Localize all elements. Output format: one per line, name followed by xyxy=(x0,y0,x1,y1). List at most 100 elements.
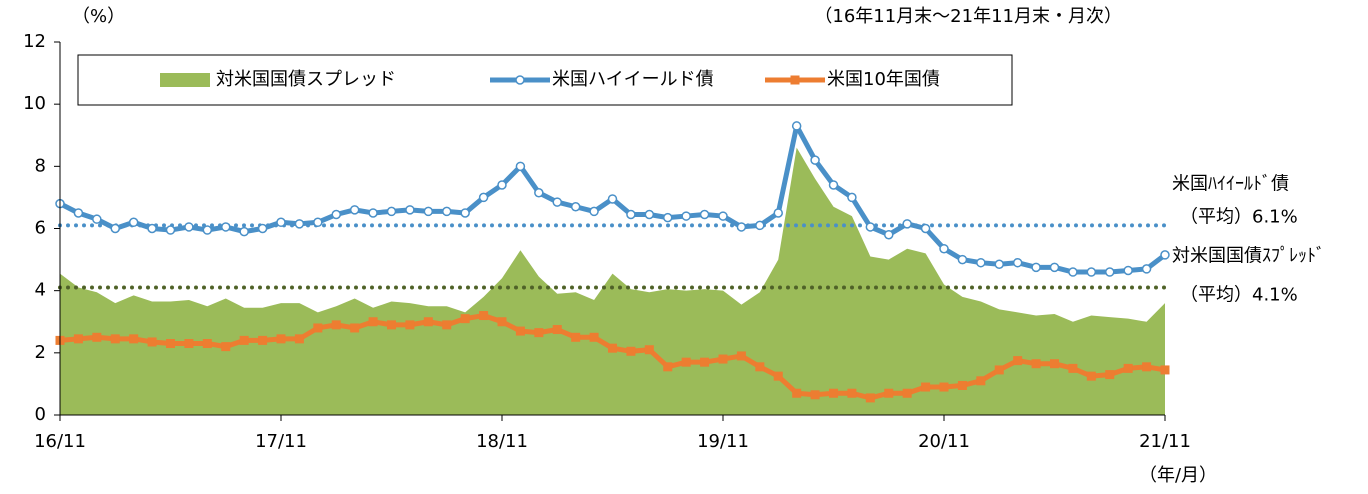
point xyxy=(534,328,544,338)
point xyxy=(110,223,120,234)
y-tick-label: 2 xyxy=(35,342,46,363)
x-tick-label: 20/11 xyxy=(918,431,970,452)
point xyxy=(571,332,581,342)
point xyxy=(589,206,599,217)
point xyxy=(368,208,378,218)
point xyxy=(884,388,894,398)
point xyxy=(147,337,157,347)
x-tick-label: 18/11 xyxy=(476,431,528,452)
point xyxy=(607,194,618,204)
point xyxy=(810,390,820,400)
spread-area xyxy=(60,147,1165,415)
subtitle: （16年11月末～21年11月末・月次） xyxy=(814,6,1122,27)
point xyxy=(773,371,783,381)
point xyxy=(791,121,802,131)
point xyxy=(699,209,710,220)
point xyxy=(313,323,323,333)
point xyxy=(258,335,268,345)
point xyxy=(920,223,931,234)
point xyxy=(681,357,691,367)
point xyxy=(73,334,83,344)
line-layer xyxy=(55,121,1170,403)
point xyxy=(1105,267,1115,277)
point xyxy=(294,334,304,344)
point xyxy=(184,222,194,232)
point xyxy=(736,222,747,232)
point xyxy=(331,209,341,220)
point xyxy=(921,382,931,392)
point xyxy=(221,222,231,232)
point xyxy=(976,257,986,268)
point xyxy=(331,320,341,330)
y-tick-label: 8 xyxy=(35,155,46,176)
legend-label: 米国ハイイールド債 xyxy=(552,69,714,90)
point xyxy=(865,393,875,403)
point xyxy=(552,325,562,335)
point xyxy=(552,197,562,207)
point xyxy=(92,332,102,342)
x-tick-label: 21/11 xyxy=(1139,431,1191,452)
point xyxy=(865,222,876,232)
point xyxy=(386,206,397,217)
point xyxy=(902,388,912,398)
point xyxy=(110,334,120,344)
point xyxy=(1123,363,1133,373)
point xyxy=(957,380,967,390)
point xyxy=(73,208,84,218)
point xyxy=(1160,365,1170,375)
point xyxy=(1068,267,1078,277)
point xyxy=(939,243,949,254)
point xyxy=(957,254,968,265)
point xyxy=(773,208,783,218)
point xyxy=(1031,359,1041,369)
point xyxy=(349,205,360,215)
y-tick-label: 0 xyxy=(35,404,46,425)
y-tick-label: 4 xyxy=(35,280,46,301)
point xyxy=(1012,257,1023,268)
x-tick-label: 19/11 xyxy=(697,431,749,452)
point xyxy=(128,217,139,228)
point xyxy=(239,335,249,345)
point xyxy=(423,317,433,327)
point xyxy=(405,320,415,330)
point xyxy=(1013,356,1023,366)
x-axis-label: （年/月） xyxy=(1139,465,1217,486)
point xyxy=(681,211,691,221)
legend-label: 米国10年国債 xyxy=(827,69,940,90)
point xyxy=(644,345,654,355)
average-label: （平均）6.1% xyxy=(1180,206,1298,227)
y-tick-label: 10 xyxy=(23,93,46,114)
unit-label: （%） xyxy=(72,6,125,27)
point xyxy=(479,311,489,321)
point xyxy=(460,314,470,324)
x-tick-label: 17/11 xyxy=(255,431,307,452)
point xyxy=(1086,267,1097,277)
point xyxy=(663,362,673,372)
point xyxy=(828,180,839,190)
point xyxy=(405,205,415,215)
point xyxy=(994,365,1004,375)
legend-swatch xyxy=(160,73,210,87)
point xyxy=(1142,362,1152,372)
point xyxy=(626,346,636,356)
point xyxy=(221,342,231,352)
x-tick-label: 16/11 xyxy=(34,431,86,452)
point xyxy=(1049,262,1060,273)
point xyxy=(755,362,765,372)
point xyxy=(718,354,728,364)
point xyxy=(313,217,323,228)
point xyxy=(534,188,544,198)
point xyxy=(1123,265,1133,276)
point xyxy=(1160,250,1170,260)
point xyxy=(276,217,286,228)
point xyxy=(202,225,213,235)
area-layer xyxy=(60,147,1165,415)
point xyxy=(460,208,470,218)
y-tick-label: 12 xyxy=(23,31,46,52)
point xyxy=(1086,371,1096,381)
point xyxy=(902,219,912,229)
point xyxy=(497,180,507,190)
point xyxy=(147,223,157,234)
point xyxy=(1105,370,1115,380)
